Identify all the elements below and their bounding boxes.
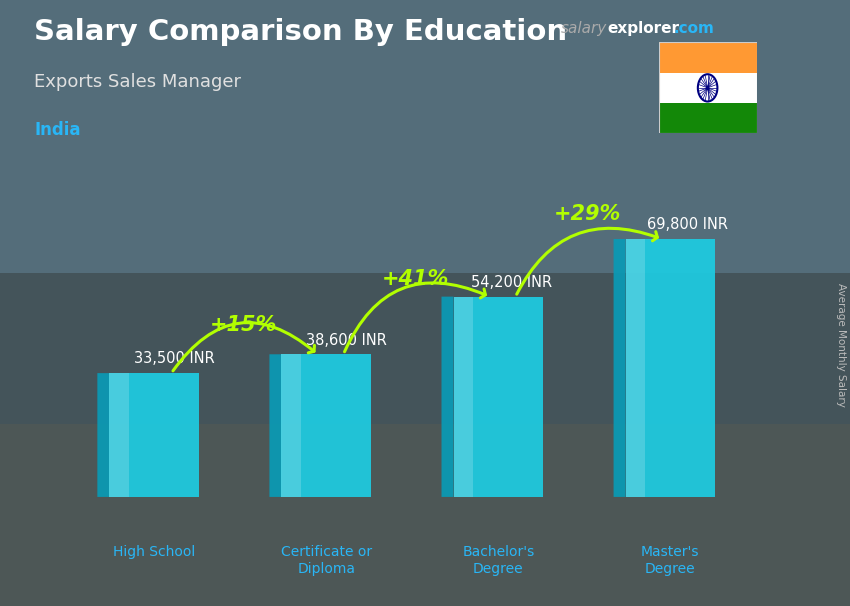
Bar [659,73,756,103]
Bar [110,373,129,497]
Bar [454,297,543,497]
Bar [454,297,473,497]
Polygon shape [98,373,110,497]
Text: Salary Comparison By Education: Salary Comparison By Education [34,18,567,46]
Text: India: India [34,121,81,139]
Text: 54,200 INR: 54,200 INR [472,275,552,290]
Polygon shape [614,239,626,497]
Bar [0,424,850,606]
Text: Bachelor's
Degree: Bachelor's Degree [462,545,535,576]
Text: Exports Sales Manager: Exports Sales Manager [34,73,241,91]
Bar [0,273,850,424]
Text: +15%: +15% [210,315,277,335]
Text: explorer: explorer [608,21,680,36]
Text: Average Monthly Salary: Average Monthly Salary [836,284,846,407]
Text: High School: High School [113,545,196,559]
Circle shape [706,85,709,90]
Bar [281,355,371,497]
Bar [626,239,645,497]
Bar [659,42,756,73]
Text: Certificate or
Diploma: Certificate or Diploma [280,545,371,576]
Bar [0,0,850,273]
Text: +41%: +41% [382,269,450,289]
Polygon shape [269,355,281,497]
Bar [659,103,756,133]
Text: +29%: +29% [554,204,621,224]
Text: .com: .com [673,21,714,36]
Bar [110,373,199,497]
Text: 33,500 INR: 33,500 INR [134,351,215,367]
Text: Master's
Degree: Master's Degree [641,545,700,576]
Text: salary: salary [561,21,607,36]
Bar [626,239,715,497]
Polygon shape [441,297,454,497]
Text: 69,800 INR: 69,800 INR [647,218,728,232]
Bar [281,355,301,497]
Text: 38,600 INR: 38,600 INR [306,333,388,348]
